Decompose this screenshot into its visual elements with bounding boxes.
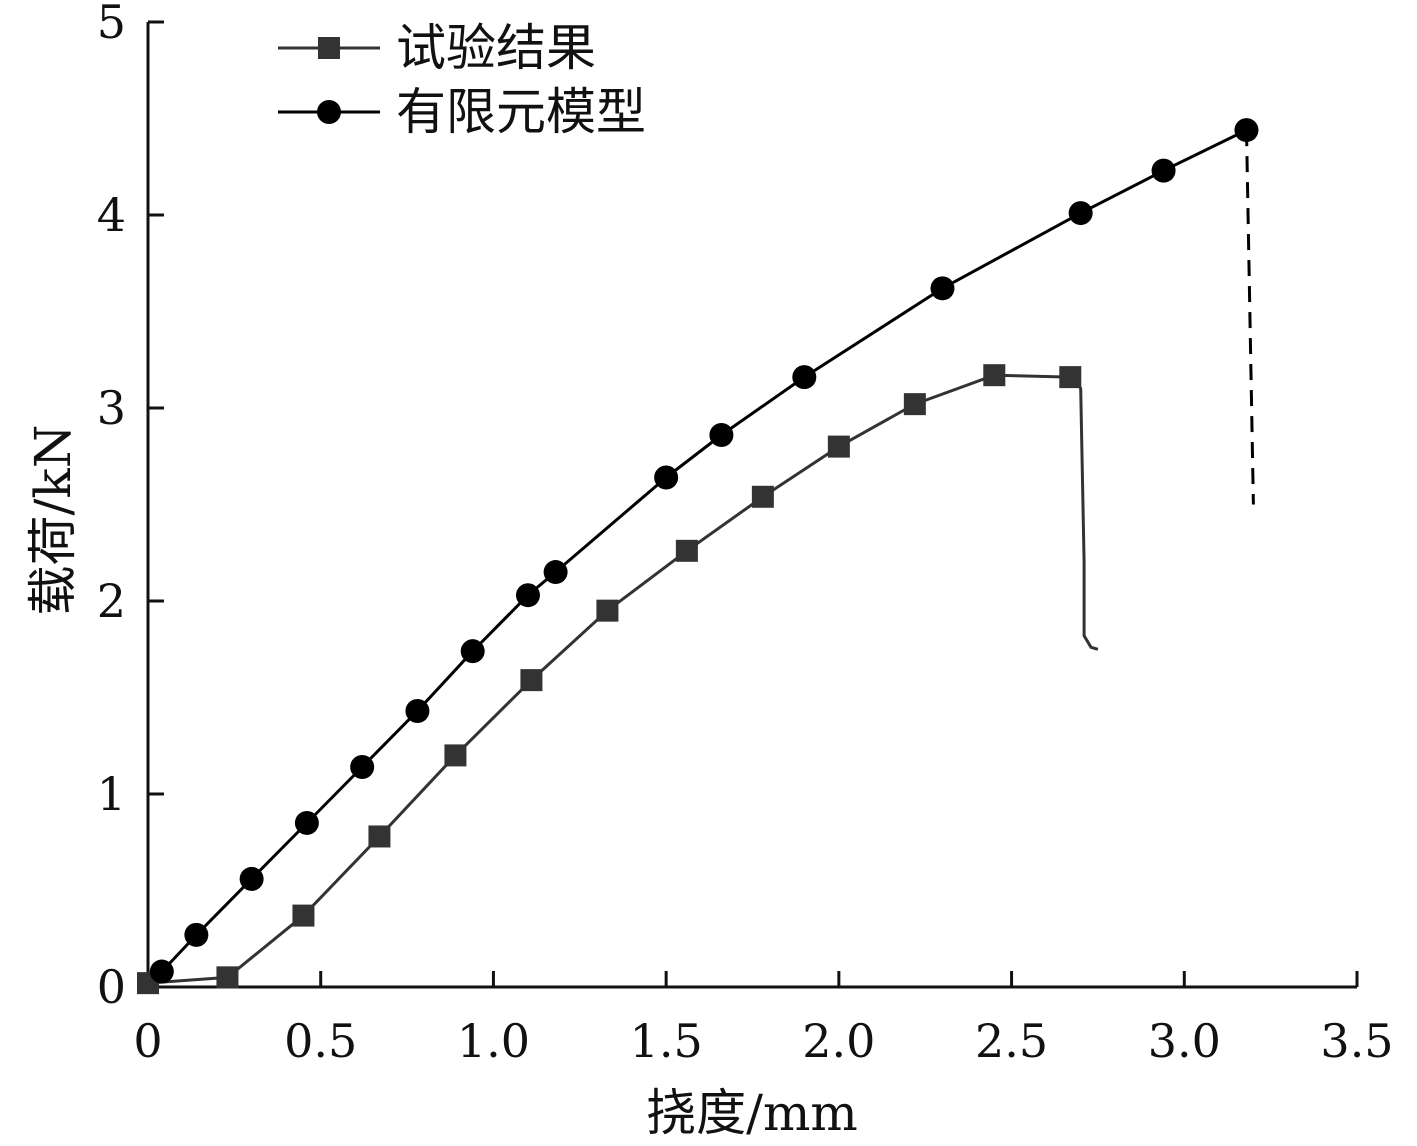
circle-marker xyxy=(239,866,264,891)
y-tick-label: 4 xyxy=(97,188,126,242)
x-tick-label: 2.5 xyxy=(975,1014,1048,1068)
x-tick-label: 2.0 xyxy=(802,1014,875,1068)
square-marker xyxy=(444,744,467,767)
x-tick-label: 3.5 xyxy=(1320,1014,1393,1068)
circle-marker xyxy=(149,959,174,984)
x-tick-label: 3.0 xyxy=(1148,1014,1221,1068)
circle-marker xyxy=(294,810,319,835)
axes: 0 1 2 3 4 5 0 0.5 1.0 1.5 2.0 2.5 3.0 3.5 xyxy=(97,0,1394,1068)
square-marker xyxy=(983,364,1006,387)
x-tick-label: 0.5 xyxy=(284,1014,357,1068)
legend-label: 试验结果 xyxy=(396,19,596,77)
circle-marker xyxy=(1234,118,1259,143)
square-marker xyxy=(216,966,239,989)
square-marker xyxy=(751,485,774,508)
circle-marker xyxy=(1151,158,1176,183)
circle-marker xyxy=(1068,201,1093,226)
x-axis-label: 挠度/mm xyxy=(646,1084,858,1142)
y-tick-label: 5 xyxy=(97,0,126,49)
y-axis-label: 载荷/kN xyxy=(24,425,82,616)
square-marker xyxy=(675,539,698,562)
circle-marker xyxy=(654,465,679,490)
legend-circle-marker xyxy=(317,100,341,124)
legend-square-marker xyxy=(318,37,340,59)
y-tick-label: 0 xyxy=(97,960,126,1014)
legend-label: 有限元模型 xyxy=(396,83,646,141)
series-layer xyxy=(137,118,1259,995)
circle-marker xyxy=(460,639,485,664)
x-tick-label: 1.5 xyxy=(630,1014,703,1068)
circle-marker xyxy=(405,699,430,724)
circle-marker xyxy=(930,276,955,301)
circle-marker xyxy=(184,922,209,947)
square-marker xyxy=(368,825,391,848)
square-marker xyxy=(827,435,850,458)
series-drop-dashed xyxy=(1245,130,1255,505)
y-tick-label: 3 xyxy=(97,381,126,435)
y-tick-label: 1 xyxy=(97,767,126,821)
square-marker xyxy=(292,904,315,927)
x-tick-label: 1.0 xyxy=(457,1014,530,1068)
square-marker xyxy=(520,669,543,692)
circle-marker xyxy=(709,423,734,448)
circle-marker xyxy=(515,583,540,608)
series-line-fem xyxy=(160,128,1248,973)
y-tick-label: 2 xyxy=(97,574,126,628)
circle-marker xyxy=(792,365,817,390)
circle-marker xyxy=(543,560,568,585)
square-marker xyxy=(596,599,619,622)
circle-marker xyxy=(350,754,375,779)
x-tick-label: 0 xyxy=(133,1014,162,1068)
square-marker xyxy=(903,393,926,416)
series-line-test xyxy=(147,373,1099,985)
square-marker xyxy=(1059,366,1082,389)
